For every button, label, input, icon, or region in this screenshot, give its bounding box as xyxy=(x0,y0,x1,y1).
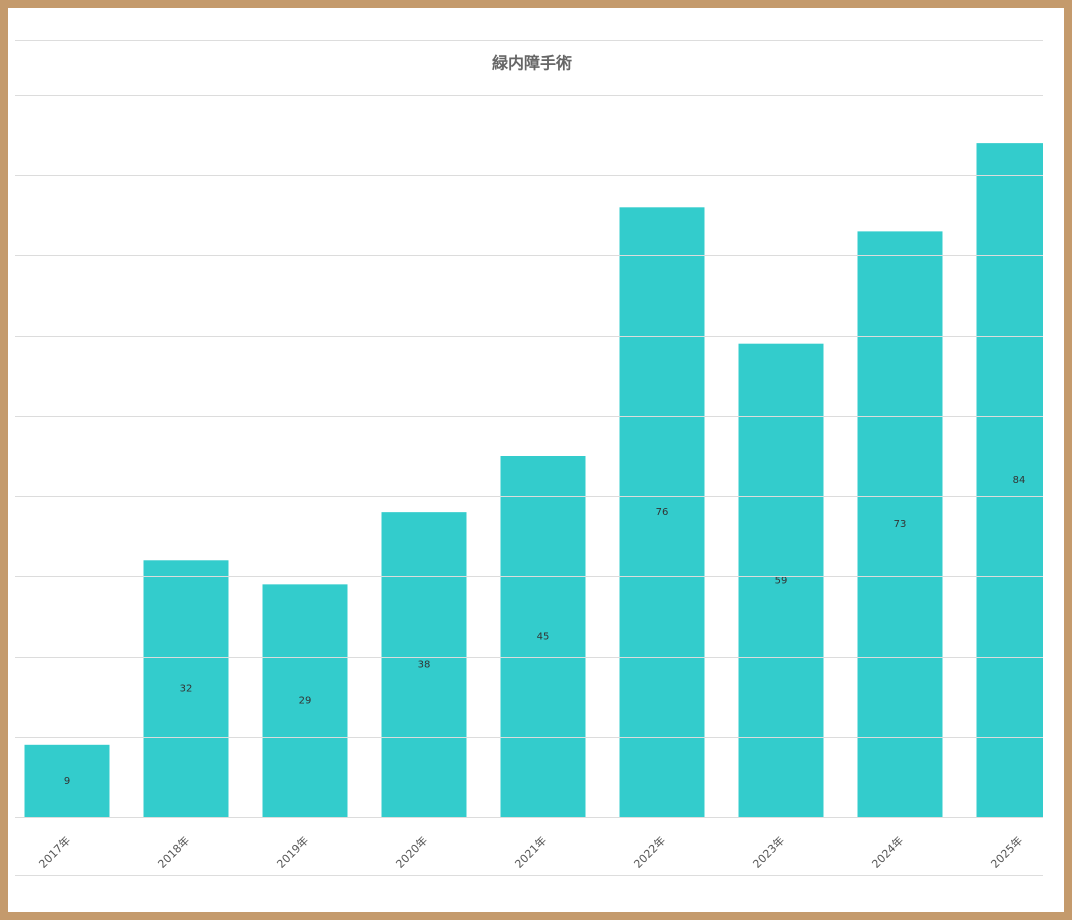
chart-title: 緑内障手術 xyxy=(492,54,572,73)
bar xyxy=(143,560,229,817)
data-label: 73 xyxy=(894,519,907,530)
bar xyxy=(24,744,110,817)
bar xyxy=(619,207,705,818)
bar xyxy=(381,512,467,817)
bar xyxy=(500,456,586,817)
bar xyxy=(738,343,824,817)
bar xyxy=(857,231,943,817)
x-tick-label: 2019年 xyxy=(274,833,311,870)
x-tick-label: 2023年 xyxy=(750,833,787,870)
x-tick-label: 2018年 xyxy=(155,833,192,870)
plot: 9 32 29 38 45 76 59 73 84 xyxy=(24,143,1043,818)
x-tick-label: 2017年 xyxy=(36,833,73,870)
data-label: 9 xyxy=(64,776,70,787)
data-label: 29 xyxy=(299,696,312,707)
x-tick-label: 2021年 xyxy=(512,833,549,870)
data-label: 45 xyxy=(537,632,550,643)
data-label: 38 xyxy=(418,660,431,671)
x-tick-label: 2020年 xyxy=(393,833,430,870)
x-tick-label: 2024年 xyxy=(869,833,906,870)
data-label: 84 xyxy=(1013,475,1026,486)
x-tick-label: 2025年 xyxy=(988,833,1025,870)
bar xyxy=(262,584,348,817)
data-label: 32 xyxy=(180,684,193,695)
data-label: 59 xyxy=(775,575,788,586)
x-tick-label: 2022年 xyxy=(631,833,668,870)
data-label: 76 xyxy=(656,507,669,518)
